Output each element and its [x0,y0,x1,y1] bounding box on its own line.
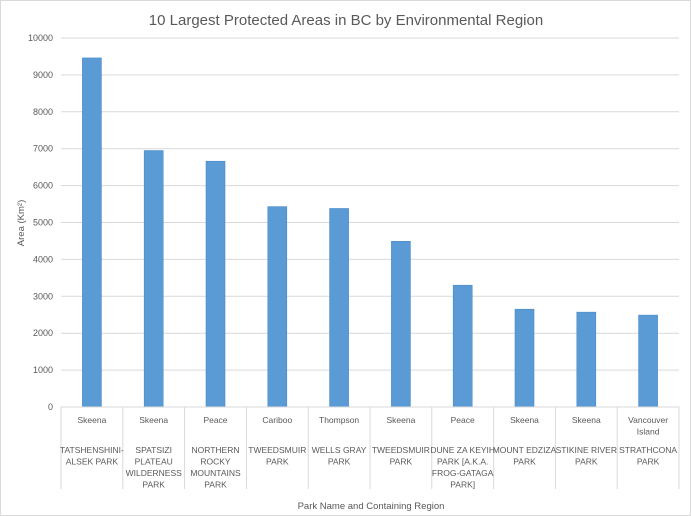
y-axis-ticks: 0 1000 2000 3000 4000 5000 6000 7000 8000 9000 100… [28,33,53,412]
bar [391,241,411,408]
y-tick-label: 3000 [33,291,53,301]
category-park-label: PARK [142,480,165,490]
category-park-label: PARK [575,457,598,467]
category-region-label: Thompson [319,415,359,425]
category-park-label: NORTHERN [191,445,239,455]
y-tick-label: 7000 [33,144,53,154]
y-tick-label: 8000 [33,107,53,117]
bar [82,57,102,408]
category-axis: Skeena TATSHENSHINI- ALSEK PARK Skeena SPATS… [60,406,680,490]
category-region-label: Island [637,427,660,437]
bar [267,206,288,408]
category-region-label: Peace [451,415,475,425]
bar [576,311,597,408]
category-region-label: Skeena [386,415,415,425]
y-tick-label: 5000 [33,218,53,228]
category-park-label: STIKINE RIVER [556,445,617,455]
category-park-label: PLATEAU [135,457,173,467]
y-axis-label: Area (Km²) [16,200,27,246]
category-region-label: Skeena [510,415,539,425]
category-park-label: TATSHENSHINI- [60,445,124,455]
bars [82,57,658,408]
category-region-label: Skeena [572,415,601,425]
bar [329,208,349,408]
x-axis-label: Park Name and Containing Region [298,501,445,512]
category-park-label: ALSEK PARK [66,457,119,467]
category-park-label: PARK [328,457,351,467]
y-tick-label: 6000 [33,181,53,191]
category-region-label: Peace [203,415,227,425]
y-tick-label: 10000 [28,33,53,43]
y-tick-label: 2000 [33,328,53,338]
category-park-label: TWEEDSMUIR [248,445,306,455]
bar [143,150,164,408]
category-region-label: Cariboo [262,415,292,425]
gridlines [61,37,679,371]
bar [514,308,535,408]
bar [452,284,473,408]
bar [205,160,226,408]
category-park-label: FROG-GATAGA [432,468,494,478]
category-park-label: PARK [A.K.A. [437,457,488,467]
category-region-label: Skeena [77,415,106,425]
category-region-label: Skeena [139,415,168,425]
y-tick-label: 4000 [33,254,53,264]
category-park-label: PARK [266,457,289,467]
category-park-label: MOUNT EDZIZA [493,445,557,455]
category-park-label: WELLS GRAY [312,445,367,455]
y-tick-label: 1000 [33,365,53,375]
category-region-label: Vancouver [628,415,668,425]
category-park-label: PARK [637,457,660,467]
category-park-label: STRATHCONA [619,445,677,455]
y-tick-label: 0 [48,402,53,412]
y-tick-label: 9000 [33,70,53,80]
category-park-label: TWEEDSMUIR [372,445,430,455]
category-park-label: PARK [513,457,536,467]
chart-title: 10 Largest Protected Areas in BC by Envi… [149,12,543,29]
category-park-label: DUNE ZA KEYIH [430,445,495,455]
category-park-label: ROCKY [200,457,231,467]
category-park-label: PARK [390,457,413,467]
bar [638,314,658,408]
category-park-label: PARK] [450,480,475,490]
category-park-label: MOUNTAINS [190,468,241,478]
category-park-label: PARK [204,480,227,490]
category-park-label: WILDERNESS [126,468,183,478]
category-park-label: SPATSIZI [135,445,172,455]
